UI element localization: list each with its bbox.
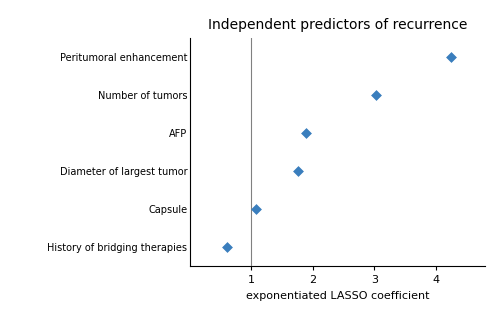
Point bbox=[223, 244, 231, 249]
Point bbox=[294, 168, 302, 173]
Point bbox=[447, 54, 455, 59]
X-axis label: exponentiated LASSO coefficient: exponentiated LASSO coefficient bbox=[246, 291, 429, 300]
Point bbox=[252, 207, 260, 212]
Point bbox=[302, 130, 310, 135]
Title: Independent predictors of recurrence: Independent predictors of recurrence bbox=[208, 18, 467, 32]
Point bbox=[372, 92, 380, 97]
